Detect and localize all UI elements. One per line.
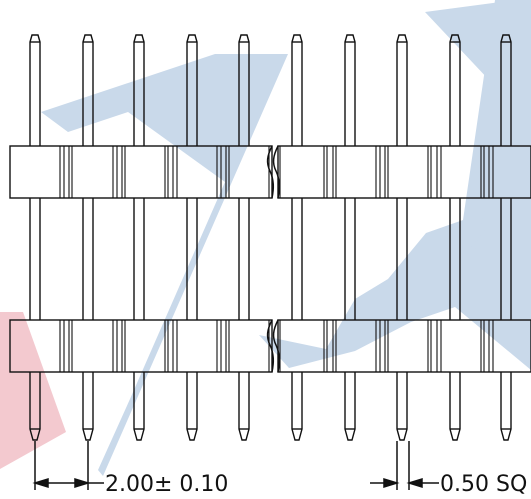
- break-symbols: [266, 145, 281, 373]
- pitch-arrow-left: [32, 477, 49, 489]
- pin-6: [291, 34, 303, 441]
- pin-size-dimension: [370, 441, 439, 490]
- pin-10: [500, 34, 512, 441]
- lower-break-line-left: [266, 319, 275, 373]
- pin-8-lower-section: [396, 372, 408, 441]
- pin-7-upper-section: [344, 34, 356, 146]
- pin-5: [238, 34, 250, 441]
- pin-6-lower-section: [291, 372, 303, 441]
- pin-9: [449, 34, 461, 441]
- insulator-section-lines: [59, 146, 494, 372]
- watermark-blue-left-shape: [41, 54, 288, 476]
- watermark-blue-middle-shape: [259, 0, 531, 370]
- watermark: [0, 0, 531, 476]
- pin-2: [82, 34, 94, 441]
- pin-size-arrow-left: [383, 477, 400, 489]
- pin-1-lower-section: [29, 372, 41, 441]
- pin-5-upper-section: [238, 34, 250, 146]
- upper-break-line-left: [266, 145, 275, 199]
- pin-group: [29, 34, 512, 441]
- pin-size-suffix-text: SQ: [496, 472, 527, 497]
- lower-insulator-left: [9, 319, 273, 373]
- pin-2-upper-section: [82, 34, 94, 146]
- upper-insulator-left: [9, 145, 273, 199]
- pin-7-lower-section: [344, 372, 356, 441]
- watermark-red-shape: [0, 312, 66, 469]
- pin-7: [344, 34, 356, 441]
- pin-1-upper-section: [29, 34, 41, 146]
- lower-insulator-right: [277, 319, 531, 373]
- insulator-bodies: [9, 145, 531, 373]
- pin-8: [396, 34, 408, 441]
- pin-9-upper-section: [449, 34, 461, 146]
- pin-9-lower-section: [449, 372, 461, 441]
- pin-3: [133, 34, 145, 441]
- pin-4-lower-section: [186, 372, 198, 441]
- pitch-dimension-text: 2.00± 0.10: [105, 472, 228, 497]
- pin-10-lower-section: [500, 372, 512, 441]
- pin-2-lower-section: [82, 372, 94, 441]
- pin-size-dimension-text: 0.50: [440, 472, 489, 497]
- pin-3-upper-section: [133, 34, 145, 146]
- watermark-blue-right-shape: [425, 0, 531, 292]
- upper-insulator-right: [277, 145, 531, 199]
- pitch-arrow-right: [74, 477, 91, 489]
- pitch-dimension: [32, 441, 104, 490]
- pin-3-lower-section: [133, 372, 145, 441]
- upper-break-line-right: [272, 145, 281, 199]
- pin-size-arrow-right: [406, 477, 423, 489]
- pin-10-upper-section: [500, 34, 512, 146]
- pin-6-upper-section: [291, 34, 303, 146]
- pin-1: [29, 34, 41, 441]
- pin-8-upper-section: [396, 34, 408, 146]
- pin-4-upper-section: [186, 34, 198, 146]
- pin-5-lower-section: [238, 372, 250, 441]
- pin-4: [186, 34, 198, 441]
- lower-break-line-right: [272, 319, 281, 373]
